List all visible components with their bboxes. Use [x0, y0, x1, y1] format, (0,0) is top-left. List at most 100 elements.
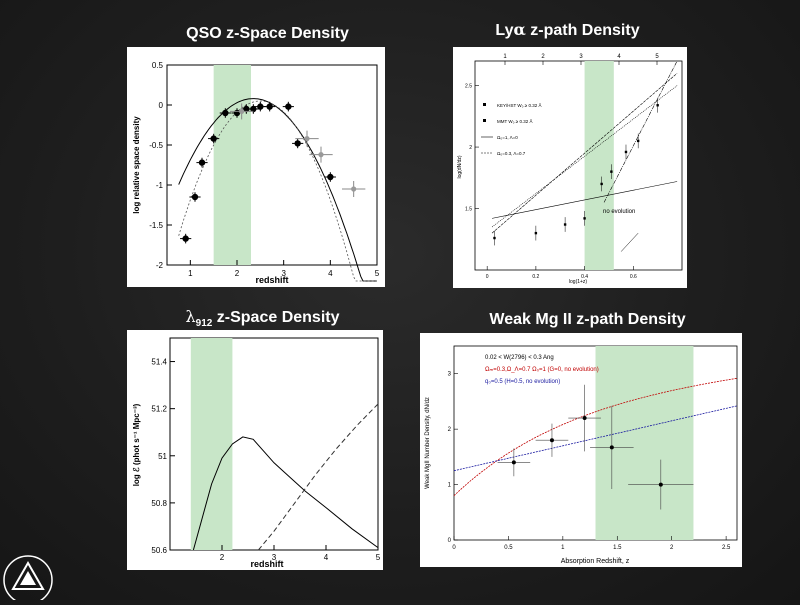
qso-ylabel: log relative space density	[132, 116, 141, 214]
lambda-rest: z-Space Density	[212, 309, 340, 326]
lambda-curve-solid	[192, 436, 379, 551]
lya-toptick-label: 3	[579, 54, 583, 60]
mgii-xtick-label: 0.5	[504, 545, 513, 551]
mgii-ytick-label: 0	[448, 538, 452, 544]
lya-legend-label: MMT W₀ ≥ 0.32 Å	[497, 118, 533, 124]
lambda-ylabel: log ℰ (phot s⁻¹ Mpc⁻³)	[132, 403, 141, 486]
lya-toptick-label: 2	[541, 54, 545, 60]
mgii-ytick-label: 2	[448, 427, 452, 433]
qso-point	[191, 193, 199, 201]
lya-highlight-band	[584, 61, 614, 270]
mgii-xtick-label: 1.5	[613, 545, 622, 551]
lya-xlabel: log(1+z)	[569, 279, 588, 285]
mgii-legend-2: q₀=0.5 (H=0.5, no evolution)	[485, 379, 560, 385]
mgii-model-blue	[453, 405, 738, 472]
lambda-ytick-label: 51.4	[151, 358, 167, 367]
mgii-ytick-label: 3	[448, 372, 452, 378]
lya-point	[563, 223, 567, 226]
qso-point	[210, 135, 217, 142]
mgii-point	[549, 438, 554, 443]
lya-fit-line	[491, 85, 678, 228]
lya-legend-marker	[483, 119, 486, 122]
lya-point	[583, 217, 586, 220]
mgii-ytick-label: 1	[448, 483, 452, 489]
qso-point	[266, 103, 273, 110]
mgii-point	[609, 445, 614, 450]
lya-ytick-label: 1.5	[465, 207, 472, 213]
lya-legend-label: KEY/HST W₀ ≥ 0.32 Å	[497, 102, 542, 108]
qso-xtick-label: 5	[375, 269, 380, 278]
qso-ytick-label: 0	[159, 101, 164, 110]
mgii-point	[582, 416, 587, 421]
lambda-xtick-label: 3	[272, 553, 277, 562]
qso-chart-panel: 1 2 3 4 5 0.5 0 -0.5 -1 -1.5 -2 log relative space…	[127, 47, 385, 287]
lya-fit-line	[603, 60, 678, 203]
lya-chart-panel: 1 2 3 4 5 0 0.2 0.4 0.6 1.5 2 2.5 KEY/HST W₀ ≥ 0.32 …	[453, 47, 687, 288]
lya-point	[636, 139, 640, 143]
lambda-subscript: 912	[195, 318, 213, 330]
qso-point	[327, 173, 334, 181]
lambda-xlabel: redshift	[250, 559, 283, 569]
qso-point	[182, 235, 189, 242]
lya-xtick-label: 0.4	[581, 274, 588, 280]
mgii-xlabel: Absorption Redshift, z	[561, 558, 630, 565]
qso-xtick-label: 1	[188, 269, 193, 278]
qso-model-curve-solid	[178, 98, 377, 282]
qso-xtick-label: 4	[328, 269, 333, 278]
qso-point-alt	[318, 152, 324, 158]
mgii-xtick-label: 2.5	[722, 545, 731, 551]
lambda-symbol: λ	[185, 307, 196, 326]
lambda-ytick-label: 51.2	[151, 405, 167, 414]
lambda-chart-panel: 2 3 4 5 51.4 51.2 51 50.8 50.6 log ℰ (phot s⁻¹ M…	[127, 330, 383, 570]
mgii-model-red	[453, 377, 738, 496]
mgii-chart: 0 0.5 1 1.5 2 2.5 0 1 2 3 Weak MgII Number Densit…	[425, 345, 738, 565]
nmsu-seal-icon	[3, 555, 53, 605]
lya-chart: 1 2 3 4 5 0 0.2 0.4 0.6 1.5 2 2.5 KEY/HST W₀ ≥ 0.32 …	[457, 54, 683, 285]
lya-toptick-label: 4	[617, 54, 621, 60]
lya-legend-label: Ω₀=0.3, Λ=0.7	[497, 151, 526, 156]
mgii-xtick-label: 2	[670, 545, 674, 551]
qso-ytick-label: -0.5	[149, 141, 163, 150]
qso-highlight-band	[213, 65, 251, 265]
lambda-xtick-label: 4	[324, 553, 329, 562]
qso-point-alt	[239, 108, 245, 114]
lya-point	[656, 104, 659, 107]
lya-annotation-arrow	[620, 232, 639, 252]
lya-point	[534, 231, 538, 235]
lambda-ytick-label: 50.6	[151, 546, 167, 555]
qso-point	[285, 103, 292, 110]
lya-prefix: Ly	[495, 22, 514, 39]
lya-plot-frame	[474, 60, 683, 271]
lya-toptick-label: 5	[655, 54, 659, 60]
lya-xtick-label: 0.6	[630, 274, 637, 280]
qso-ytick-label: -2	[156, 261, 164, 270]
lambda-ytick-label: 51	[158, 452, 167, 461]
qso-xlabel: redshift	[255, 275, 288, 285]
lya-toptick-label: 1	[503, 54, 507, 60]
lya-xtick-label: 0.2	[532, 274, 539, 280]
mgii-ylabel: Weak MgII Number Density, dN/dz	[425, 397, 431, 489]
mgii-xtick-label: 1	[561, 545, 565, 551]
lya-rest: z-path Density	[525, 22, 640, 39]
qso-ytick-label: 0.5	[152, 61, 164, 70]
qso-point	[294, 140, 301, 147]
lambda-chart: 2 3 4 5 51.4 51.2 51 50.8 50.6 log ℰ (phot s⁻¹ M…	[132, 337, 381, 569]
lya-xtick-label: 0	[486, 274, 489, 280]
qso-point	[222, 109, 229, 117]
qso-xtick-label: 3	[281, 269, 286, 278]
lya-point	[624, 150, 628, 154]
lambda-highlight-band	[190, 338, 233, 550]
qso-point	[198, 159, 206, 166]
lya-title: Lyα z-path Density	[455, 20, 680, 40]
lya-legend-label: Ω₀=1, Λ=0	[497, 135, 518, 140]
lya-legend-marker	[483, 103, 486, 106]
qso-plot-frame	[166, 64, 378, 266]
qso-ytick-label: -1.5	[149, 221, 163, 230]
lya-point	[610, 170, 613, 173]
lya-fit-line	[491, 181, 678, 219]
nmsu-logo	[0, 545, 60, 605]
alpha-symbol: α	[513, 20, 526, 39]
mgii-chart-panel: 0 0.5 1 1.5 2 2.5 0 1 2 3 Weak MgII Number Densit…	[420, 333, 742, 567]
qso-point	[243, 105, 250, 113]
lya-point	[600, 182, 603, 186]
